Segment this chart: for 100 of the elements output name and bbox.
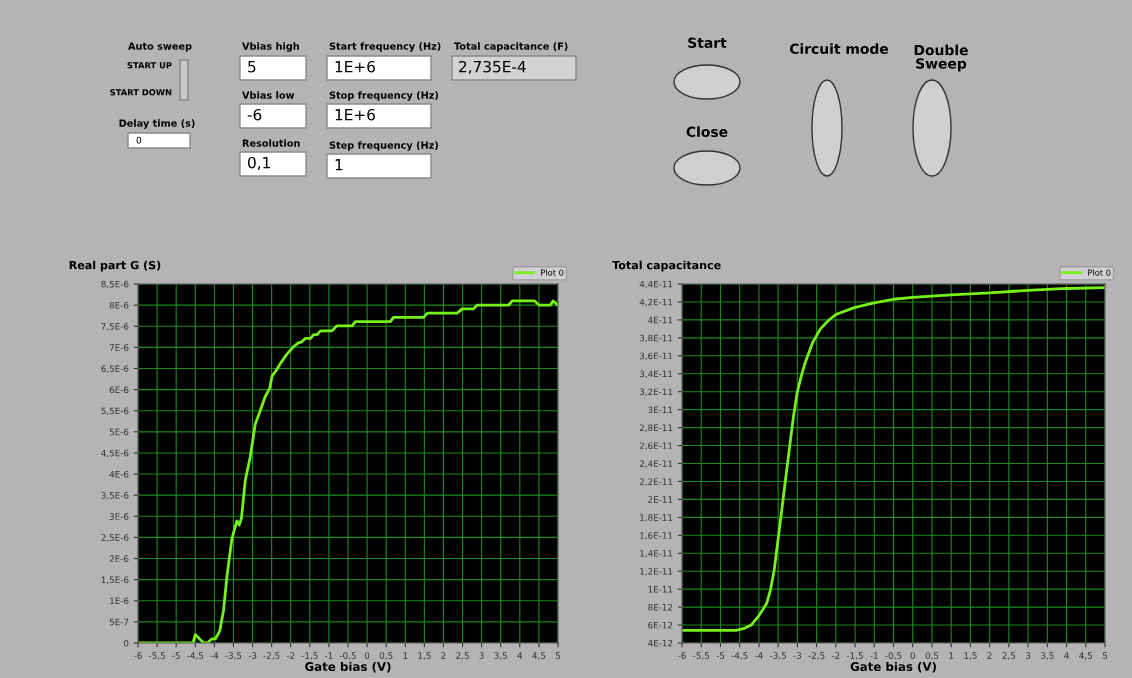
text: Close [686, 126, 728, 138]
y-tick-label: 2,4E-11 [639, 460, 673, 468]
x-tick-label: 3,5 [494, 652, 507, 660]
x-tick-label: -4 [210, 652, 219, 659]
text: Vbias high [242, 42, 299, 52]
x-tick-label: -1,5 [301, 652, 318, 660]
y-tick-label: 3,4E-11 [639, 370, 673, 379]
y-tick-label: 8,5E-6 [101, 280, 129, 289]
y-tick-label: 4E-11 [648, 316, 673, 324]
x-tick-label: 1,5 [418, 652, 431, 660]
text: Double Sweep [914, 44, 968, 72]
y-tick-label: 6E-12 [648, 621, 673, 629]
text: Circuit mode [789, 43, 889, 55]
y-tick-label: 1,2E-11 [640, 568, 673, 576]
y-tick-label: 3,2E-11 [639, 388, 673, 397]
chart-title: Real part G (S) [69, 260, 161, 272]
y-tick-label: 4E-6 [109, 470, 129, 478]
x-tick-label: -2,5 [263, 652, 280, 660]
text: START UP [127, 62, 172, 69]
x-tick-label: -5 [716, 652, 725, 659]
x-tick-label: 4 [517, 652, 523, 659]
text: 0,1 [248, 156, 270, 170]
x-tick-label: 3,5 [1041, 652, 1054, 660]
text: Resolution [242, 139, 300, 147]
y-tick-label: 6E-6 [109, 386, 129, 394]
x-tick-label: -4,5 [731, 652, 748, 660]
y-tick-label: 1E-11 [648, 586, 673, 593]
x-tick-label: -0,5 [885, 652, 902, 660]
x-tick-label: 0,5 [379, 652, 393, 660]
x-tick-label: -3 [248, 652, 257, 659]
y-tick-label: 3,5E-6 [101, 492, 129, 500]
y-tick-label: 2E-11 [648, 496, 673, 503]
y-tick-label: 2,8E-11 [639, 424, 673, 432]
x-tick-label: 2,5 [1002, 652, 1016, 660]
x-tick-label: 0,5 [925, 652, 939, 660]
y-tick-label: 5E-6 [109, 428, 129, 436]
x-tick-label: 3 [1025, 652, 1031, 659]
x-tick-label: -3 [793, 652, 802, 659]
text: Start [688, 37, 727, 49]
text: 1E+6 [335, 60, 375, 73]
x-tick-label: 0 [910, 652, 915, 659]
y-tick-label: 8E-12 [648, 603, 673, 611]
text: Vbias low [242, 91, 295, 99]
text: Step frequency (Hz) [329, 141, 438, 151]
y-tick-label: 2,2E-11 [639, 478, 673, 486]
x-tick-label: -2,5 [808, 652, 825, 660]
x-tick-label: -2 [286, 652, 295, 659]
x-tick-label: 1 [949, 652, 954, 659]
y-tick-label: 2E-6 [109, 555, 129, 562]
x-tick-label: -1 [324, 652, 333, 659]
x-tick-label: 2 [987, 652, 992, 659]
y-tick-label: 7,5E-6 [101, 323, 129, 331]
x-tick-label: -3,5 [225, 652, 242, 660]
x-tick-label: 4,5 [1079, 652, 1092, 660]
text: Stop frequency (Hz) [329, 91, 439, 101]
x-tick-label: 2,5 [456, 652, 469, 660]
x-tick-label: 2 [441, 652, 446, 659]
text: 2,735E-4 [459, 60, 526, 74]
x-tick-label: 4 [1064, 652, 1069, 659]
x-tick-label: 1 [403, 652, 408, 659]
text: Total capacitance (F) [454, 42, 568, 52]
x-tick-label: -4 [754, 652, 763, 659]
y-tick-label: 7E-6 [109, 344, 129, 351]
x-tick-label: -6 [134, 652, 142, 659]
x-tick-label: 5 [1102, 652, 1108, 659]
x-tick-label: -1,5 [846, 652, 863, 660]
y-tick-label: 1,4E-11 [640, 550, 673, 558]
y-tick-label: 4,5E-6 [101, 449, 129, 458]
x-axis-title: Gate bias (V) [850, 661, 936, 673]
x-axis-title: Gate bias (V) [305, 661, 391, 673]
text: 5 [248, 61, 256, 73]
y-tick-label: 3,6E-11 [639, 352, 673, 361]
y-tick-label: 5E-7 [109, 618, 129, 626]
y-tick-label: 1E-6 [110, 597, 129, 605]
y-tick-label: 3E-6 [109, 513, 129, 520]
x-tick-label: -3,5 [770, 652, 786, 660]
x-tick-label: -6 [678, 652, 686, 659]
text: 1E+6 [335, 108, 375, 121]
text: Auto sweep [128, 42, 192, 52]
y-tick-label: 1,8E-11 [640, 514, 673, 522]
y-tick-label: 3E-11 [648, 406, 673, 414]
y-tick-label: 4E-12 [648, 639, 673, 647]
x-tick-label: -5,5 [148, 652, 165, 660]
x-tick-label: 4,5 [532, 652, 546, 660]
text: -6 [247, 108, 262, 121]
legend-label: Plot 0 [541, 269, 564, 276]
y-tick-label: 4,4E-11 [639, 280, 673, 289]
y-tick-label: 5,5E-6 [101, 407, 129, 416]
text: 1 [335, 159, 343, 171]
x-tick-label: -4,5 [187, 652, 204, 660]
y-tick-label: 6,5E-6 [101, 365, 129, 373]
text: START DOWN [110, 89, 172, 96]
text: 0 [136, 136, 142, 144]
y-tick-label: 2,5E-6 [101, 534, 129, 542]
y-tick-label: 3,8E-11 [639, 334, 673, 343]
x-tick-label: -2 [831, 652, 840, 659]
y-tick-label: 4,2E-11 [639, 298, 673, 307]
x-tick-label: -5,5 [693, 652, 709, 660]
legend-label: Plot 0 [1088, 269, 1111, 276]
x-tick-label: -0,5 [339, 652, 356, 660]
